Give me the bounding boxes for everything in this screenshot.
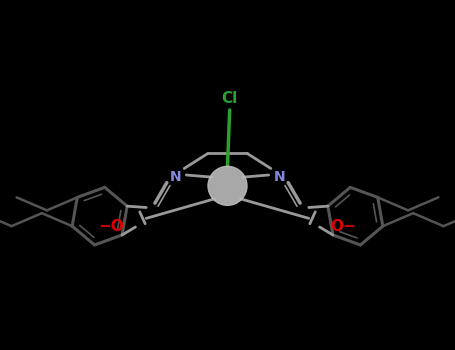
Text: O−: O− [330, 219, 356, 234]
Text: Cl: Cl [222, 91, 238, 106]
Circle shape [208, 166, 247, 205]
Text: N: N [274, 170, 285, 184]
Text: N: N [170, 170, 181, 184]
Text: −O: −O [99, 219, 125, 234]
